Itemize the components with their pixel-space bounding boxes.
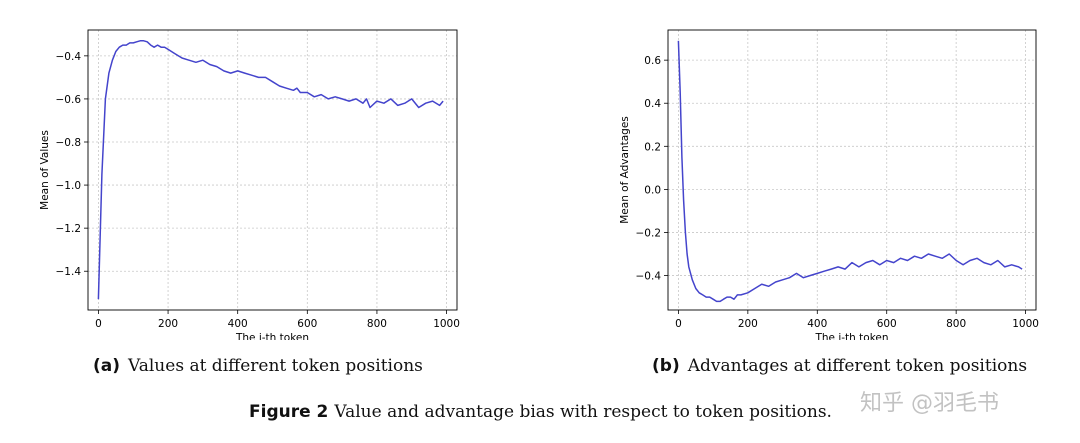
series-line <box>97 40 444 300</box>
y-tick-label: 0.0 <box>644 184 661 196</box>
series-line <box>677 40 1023 303</box>
x-tick-label: 800 <box>946 318 966 330</box>
x-tick-label: 400 <box>807 318 827 330</box>
watermark: 知乎 @羽毛书 <box>860 391 999 416</box>
x-tick-label: 400 <box>228 318 248 330</box>
y-tick-label: 0.2 <box>644 141 661 153</box>
y-tick-label: −0.4 <box>636 271 662 283</box>
y-tick-label: −0.4 <box>56 51 82 63</box>
subcaption-a: (a) Values at different token positions <box>93 356 423 376</box>
x-tick-label: 1000 <box>1012 318 1039 330</box>
y-tick-label: 0.4 <box>644 98 661 110</box>
x-tick-label: 800 <box>367 318 387 330</box>
x-tick-label: 200 <box>158 318 178 330</box>
x-axis-label: The i-th token <box>235 332 309 340</box>
y-tick-label: −1.4 <box>56 266 82 278</box>
y-tick-label: −0.8 <box>56 137 82 149</box>
plot-frame <box>667 29 1037 311</box>
plot-frame <box>87 29 458 311</box>
figure-caption-text: Value and advantage bias with respect to… <box>334 402 832 422</box>
figure-caption: Figure 2 Value and advantage bias with re… <box>249 402 832 422</box>
y-tick-label: −0.2 <box>636 227 662 239</box>
x-tick-label: 600 <box>297 318 317 330</box>
y-tick-label: −0.6 <box>56 94 82 106</box>
values-chart: 0 200 400 600 800 1000 −1.4 −1.2 −1.0 −0.8 −0.6 −0.… <box>39 29 460 340</box>
figure-caption-label: Figure 2 <box>249 402 329 422</box>
subcaption-a-label: (a) <box>93 356 121 376</box>
x-axis-label: The i-th token <box>814 332 888 340</box>
subcaption-a-text: Values at different token positions <box>128 356 423 376</box>
subcaption-b: (b) Advantages at different token positio… <box>652 356 1027 376</box>
x-tick-label: 200 <box>738 318 758 330</box>
x-tick-label: 0 <box>95 318 102 330</box>
y-axis-label: Mean of Advantages <box>619 116 631 224</box>
y-axis-label: Mean of Values <box>39 130 51 210</box>
subcaption-b-label: (b) <box>652 356 680 376</box>
y-tick-label: −1.0 <box>56 180 82 192</box>
x-tick-label: 600 <box>877 318 897 330</box>
advantages-chart: 0 200 400 600 800 1000 −0.4 −0.2 0.0 0.2 0.4 0.6 The… <box>619 29 1039 340</box>
x-tick-label: 0 <box>675 318 682 330</box>
y-tick-label: −1.2 <box>56 223 82 235</box>
subcaption-b-text: Advantages at different token positions <box>687 356 1028 376</box>
x-tick-label: 1000 <box>433 318 460 330</box>
y-tick-label: 0.6 <box>644 55 661 67</box>
